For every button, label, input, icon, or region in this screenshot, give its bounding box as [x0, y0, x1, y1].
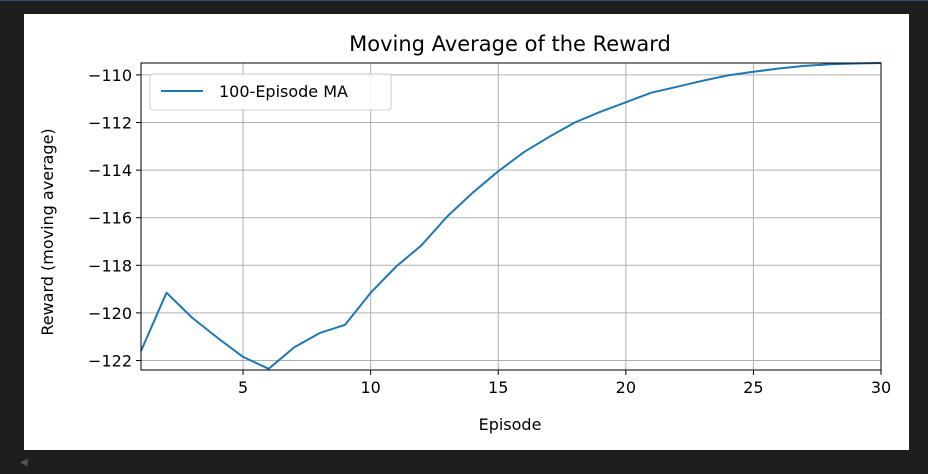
y-tick-label: −110 — [88, 66, 132, 85]
series-layer — [140, 62, 882, 370]
x-tick-label: 10 — [360, 378, 380, 397]
y-tick-label: −114 — [88, 161, 132, 180]
legend-box — [149, 73, 392, 111]
y-tick-label: −112 — [88, 113, 132, 132]
y-tick-label: −118 — [88, 256, 132, 275]
x-tick-label: 20 — [616, 378, 636, 397]
axis-ticks: 5 10 15 20 25 30 −110 −112 −114 −116 −118 −120 −122 — [88, 66, 891, 397]
y-tick-label: −122 — [88, 351, 132, 370]
y-tick-label: −116 — [88, 209, 132, 228]
x-tick-label: 15 — [488, 378, 508, 397]
chart-title: Moving Average of the Reward — [349, 32, 671, 56]
window-top-border — [0, 0, 928, 1]
series-line-100-episode-ma — [140, 62, 882, 370]
plot-frame — [140, 62, 882, 371]
line-chart: Moving Average of the Reward Reward (mov… — [38, 32, 891, 434]
x-axis-label: Episode — [479, 415, 542, 434]
x-tick-label: 5 — [238, 378, 248, 397]
y-axis-label: Reward (moving average) — [38, 128, 57, 335]
legend: 100-Episode MA — [149, 73, 392, 111]
chart-figure: Moving Average of the Reward Reward (mov… — [24, 14, 909, 450]
x-tick-label: 25 — [743, 378, 763, 397]
x-tick-label: 30 — [871, 378, 891, 397]
y-tick-label: −120 — [88, 304, 132, 323]
triangle-left-icon[interactable]: ◀ — [20, 457, 28, 468]
legend-label: 100-Episode MA — [219, 82, 348, 101]
